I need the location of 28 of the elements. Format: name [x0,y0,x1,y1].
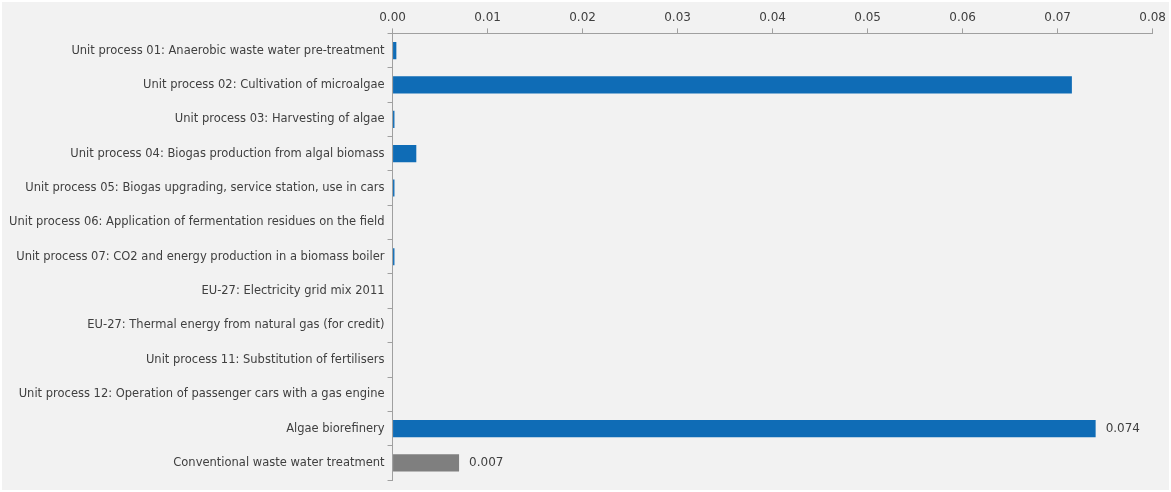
y-tick-label: EU-27: Electricity grid mix 2011 [201,283,385,298]
x-tick-label: 0.07 [1044,10,1071,25]
x-tick-label: 0.06 [949,10,976,25]
x-tick-label: 0.03 [664,10,691,25]
bar [393,76,1072,94]
x-tick-label: 0.01 [474,10,501,25]
y-tick-label: Unit process 05: Biogas upgrading, service station, use in cars [25,180,385,195]
bar [393,419,1096,438]
y-tick-label: Algae biorefinery [286,420,385,435]
y-tick-label: Unit process 03: Harvesting of algae [174,111,385,126]
x-tick-label: 0.02 [569,10,596,25]
x-tick-label: 0.00 [379,10,406,25]
y-tick-label: Unit process 07: CO2 and energy production in a biomass boiler [16,248,385,263]
bar [393,454,460,472]
x-tick-label: 0.08 [1139,10,1166,25]
y-tick-label: EU-27: Thermal energy from natural gas (for credit) [87,317,385,332]
data-label: 0.007 [469,455,504,470]
x-tick-label: 0.05 [854,10,881,25]
x-tick-label: 0.04 [759,10,786,25]
y-tick-label: Conventional waste water treatment [173,454,386,469]
y-tick-label: Unit process 01: Anaerobic waste water pre-treatment [71,42,386,57]
y-tick-label: Unit process 06: Application of fermentation residues on the field [8,214,385,229]
bar [393,145,417,163]
y-tick-label: Unit process 02: Cultivation of microalgae [143,76,385,91]
data-label: 0.074 [1105,420,1140,435]
y-tick-label: Unit process 12: Operation of passenger cars with a gas engine [18,386,385,401]
y-tick-label: Unit process 04: Biogas production from algal biomass [70,145,385,160]
y-tick-label: Unit process 11: Substitution of fertilisers [145,351,385,366]
